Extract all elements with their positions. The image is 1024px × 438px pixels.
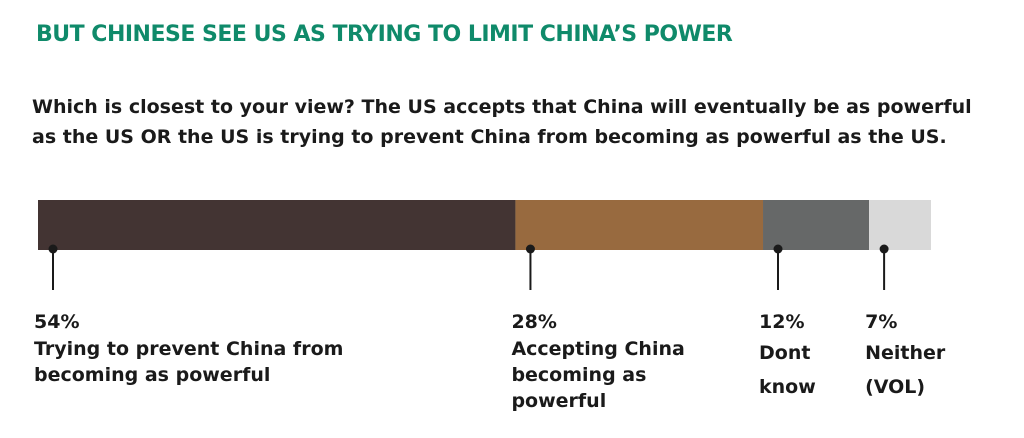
value-label-trying-to-prevent: 54%	[34, 311, 80, 333]
category-label-trying-to-prevent: Trying to prevent China from becoming as …	[34, 338, 344, 386]
category-label-accepting-china: Accepting China becoming as powerful	[511, 338, 685, 412]
chart-title: BUT CHINESE SEE US AS TRYING TO LIMIT CH…	[36, 22, 733, 47]
category-label-dont-know: Dont know	[759, 342, 816, 398]
value-label-dont-know: 12%	[759, 311, 805, 333]
bar-segment-trying-to-prevent	[38, 200, 516, 250]
value-label-neither-vol: 7%	[865, 311, 898, 333]
category-label-neither-vol: Neither (VOL)	[865, 342, 946, 398]
value-label-accepting-china: 28%	[511, 311, 557, 333]
bar-segment-dont-know	[763, 200, 870, 250]
bar-segment-neither-vol	[869, 200, 931, 250]
question-text: Which is closest to your view? The US ac…	[32, 96, 972, 148]
bar-segment-accepting-china	[515, 200, 764, 250]
